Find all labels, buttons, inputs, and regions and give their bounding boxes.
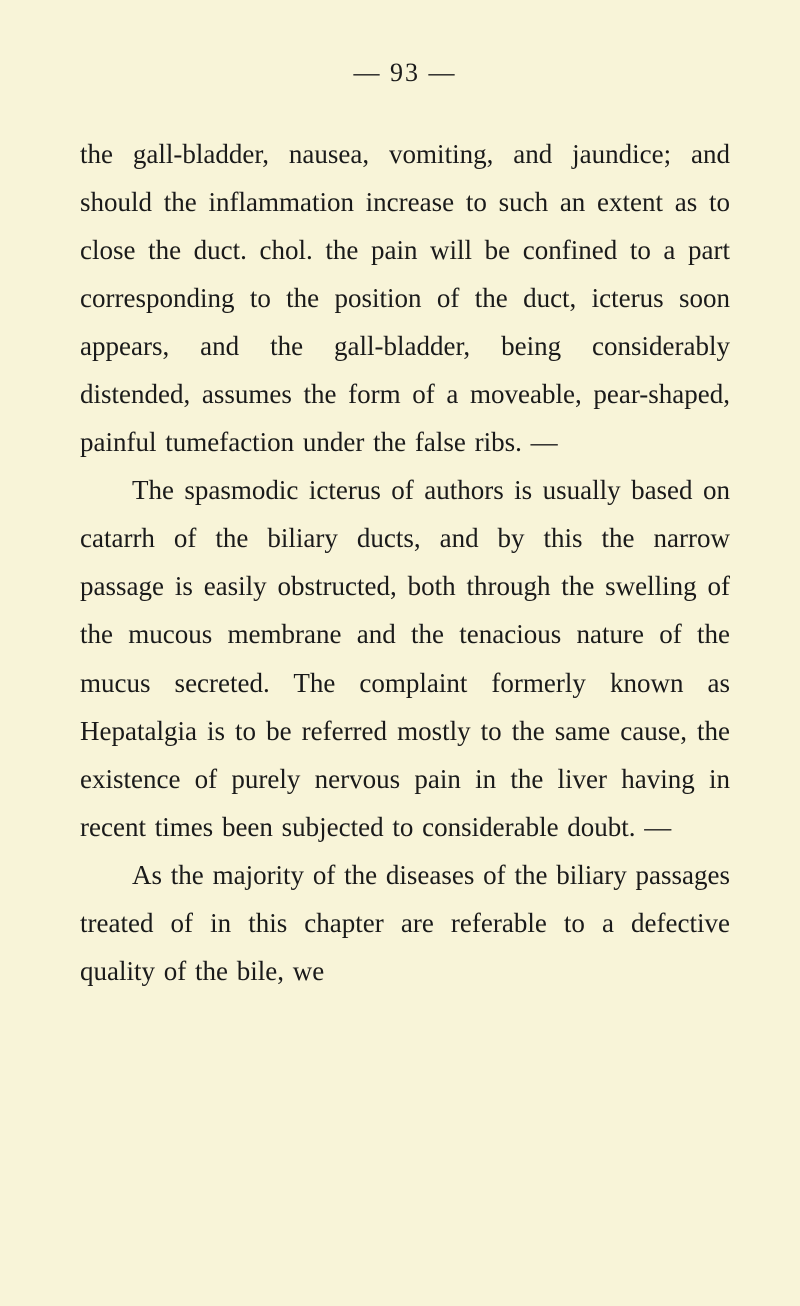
paragraph-3: As the majority of the diseases of the b… [80, 851, 730, 995]
body-text: the gall-bladder, nausea, vomiting, and … [80, 130, 730, 995]
page-number: — 93 — [80, 58, 730, 88]
paragraph-2: The spasmodic icterus of authors is usua… [80, 466, 730, 850]
paragraph-1: the gall-bladder, nausea, vomiting, and … [80, 130, 730, 466]
